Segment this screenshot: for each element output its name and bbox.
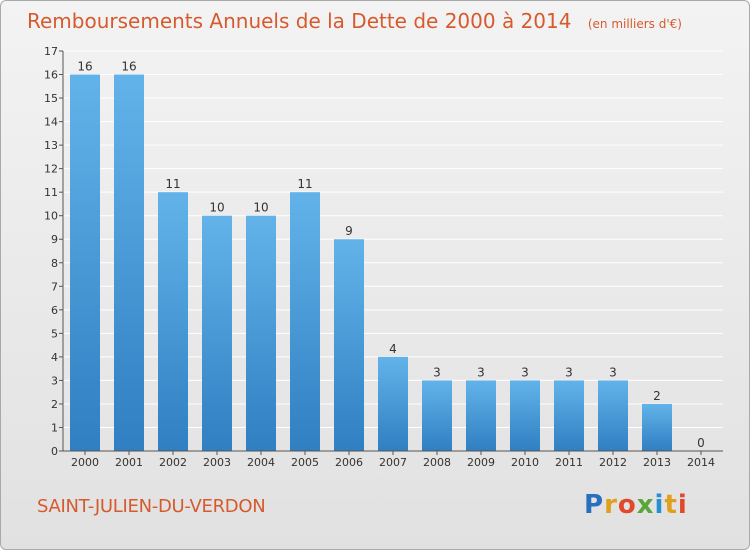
y-tick-label: 15	[44, 92, 58, 105]
bar	[158, 192, 188, 452]
y-tick-label: 1	[51, 421, 58, 434]
x-tick-label: 2013	[643, 456, 671, 469]
bar-value-label: 3	[521, 365, 529, 379]
bar-value-label: 3	[565, 365, 573, 379]
y-tick-label: 16	[44, 69, 58, 82]
bar-value-label: 0	[697, 436, 705, 450]
bar	[70, 74, 100, 451]
chart-title: Remboursements Annuels de la Dette de 20…	[27, 9, 682, 33]
y-tick-label: 8	[51, 257, 58, 270]
y-tick-label: 11	[44, 186, 58, 199]
bar-value-label: 16	[77, 60, 92, 74]
bar	[466, 380, 496, 451]
x-tick-label: 2010	[511, 456, 539, 469]
place-name: SAINT-JULIEN-DU-VERDON	[37, 496, 266, 517]
proxiti-logo[interactable]: Proxiti	[584, 490, 688, 520]
y-tick-label: 10	[44, 210, 58, 223]
bar-value-label: 3	[609, 365, 617, 379]
y-tick-label: 2	[51, 398, 58, 411]
bars: 16 16 11 10 10 11 9 4 3 3 3 3 3 2 0	[70, 60, 705, 452]
bar	[290, 192, 320, 452]
x-tick-label: 2000	[71, 456, 99, 469]
bar	[510, 380, 540, 451]
bar-value-label: 3	[477, 365, 485, 379]
x-tick-label: 2007	[379, 456, 407, 469]
bar-value-label: 9	[345, 224, 353, 238]
logo-letter: o	[617, 490, 637, 520]
bar-value-label: 11	[165, 177, 180, 191]
bar	[554, 380, 584, 451]
bar-value-label: 2	[653, 389, 661, 403]
x-tick-label: 2014	[687, 456, 715, 469]
bar	[642, 403, 672, 451]
chart-title-text: Remboursements Annuels de la Dette de 20…	[27, 9, 572, 33]
bar-value-label: 11	[297, 177, 312, 191]
x-tick-label: 2003	[203, 456, 231, 469]
logo-letter: i	[677, 490, 688, 520]
y-tick-label: 17	[44, 45, 58, 58]
y-tick-label: 9	[51, 233, 58, 246]
bar	[202, 215, 232, 451]
bar	[598, 380, 628, 451]
logo-letter: r	[604, 490, 618, 520]
y-tick-label: 4	[51, 351, 58, 364]
logo-letter: P	[584, 490, 605, 520]
bar-value-label: 4	[389, 342, 397, 356]
bar-value-label: 16	[121, 60, 136, 74]
bar	[334, 239, 364, 451]
bar	[246, 215, 276, 451]
x-tick-label: 2011	[555, 456, 583, 469]
x-tick-label: 2009	[467, 456, 495, 469]
y-tick-label: 13	[44, 139, 58, 152]
x-tick-label: 2002	[159, 456, 187, 469]
y-tick-label: 14	[44, 116, 58, 129]
bar-value-label: 10	[209, 201, 224, 215]
y-tick-label: 7	[51, 280, 58, 293]
chart-unit: (en milliers d'€)	[587, 17, 682, 31]
logo-letter: i	[654, 490, 665, 520]
y-tick-label: 0	[51, 445, 58, 458]
x-tick-label: 2006	[335, 456, 363, 469]
y-tick-label: 3	[51, 374, 58, 387]
x-tick-label: 2004	[247, 456, 275, 469]
bar	[422, 380, 452, 451]
y-tick-label: 12	[44, 163, 58, 176]
x-tick-label: 2008	[423, 456, 451, 469]
y-tick-label: 6	[51, 304, 58, 317]
x-tick-label: 2001	[115, 456, 143, 469]
y-tick-label: 5	[51, 327, 58, 340]
bar-value-label: 10	[253, 201, 268, 215]
x-axis: 2000 2001 2002 2003 2004 2005 2006 2007 2008 2009…	[63, 450, 723, 469]
bar	[378, 356, 408, 451]
logo-letter: t	[664, 490, 678, 520]
x-tick-label: 2012	[599, 456, 627, 469]
logo-letter: x	[636, 490, 655, 520]
bar	[114, 74, 144, 451]
bar-value-label: 3	[433, 365, 441, 379]
x-tick-label: 2005	[291, 456, 319, 469]
